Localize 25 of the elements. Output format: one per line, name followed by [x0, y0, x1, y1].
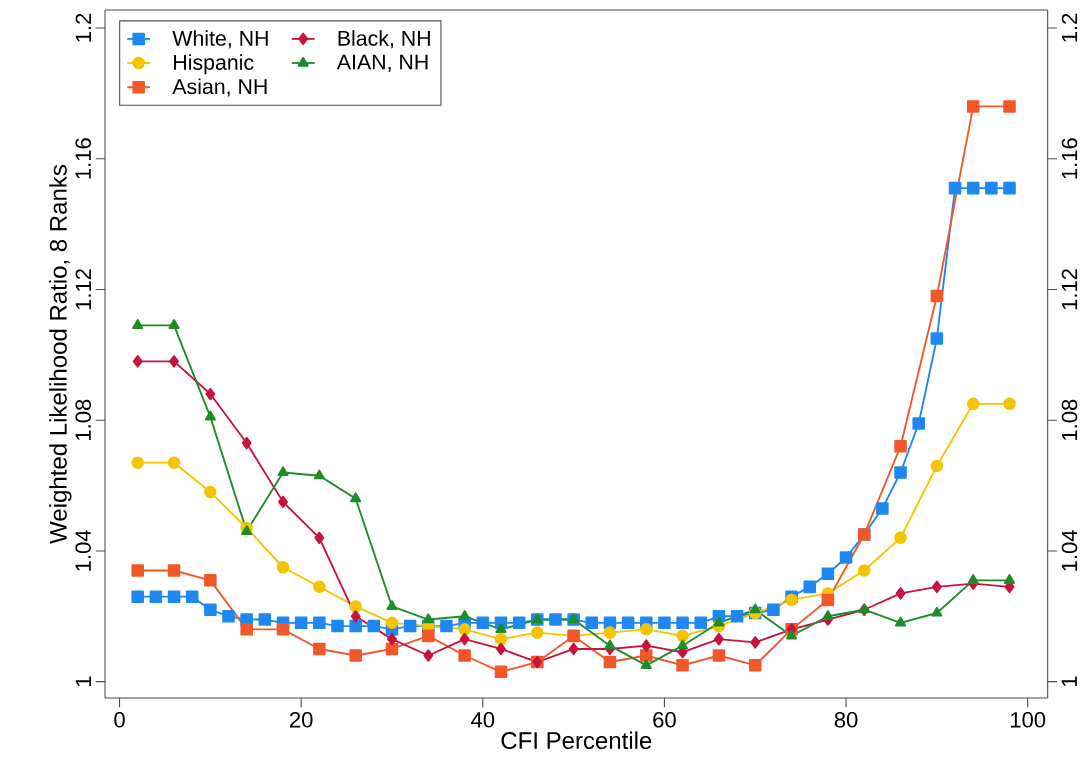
x-axis-title: CFI Percentile — [501, 731, 652, 750]
y-tick-label: 1.08 — [75, 399, 91, 440]
y-tick-label: 1.2 — [75, 13, 91, 42]
legend-label: Hispanic — [174, 54, 254, 75]
x-tick-label: 100 — [1011, 712, 1046, 728]
y-axis-title: Weighted Likelihood Ratio, 8 Ranks — [49, 165, 72, 544]
x-tick-label: 60 — [653, 712, 676, 728]
y2-tick-label: 1.2 — [1061, 13, 1078, 42]
y2-tick-label: 1.04 — [1061, 530, 1078, 571]
x-tick-label: 20 — [290, 712, 313, 728]
x-tick-label: 0 — [114, 712, 125, 728]
y2-tick-label: 1.08 — [1061, 399, 1078, 440]
legend-label: AIAN, NH — [336, 54, 428, 73]
y2-tick-label: 1.12 — [1061, 269, 1078, 310]
legend-label: White, NH — [172, 30, 268, 49]
x-tick-label: 40 — [471, 712, 495, 728]
y-tick-label: 1.16 — [75, 138, 91, 179]
y-tick-label: 1.12 — [75, 269, 91, 310]
y-tick-label: 1.04 — [75, 530, 91, 571]
legend-label: Black, NH — [338, 30, 430, 49]
y2-tick-label: 1.16 — [1061, 138, 1078, 179]
legend-label: Asian, NH — [172, 78, 267, 97]
y-tick-label: 1 — [75, 676, 91, 687]
x-tick-label: 80 — [834, 712, 858, 728]
y2-tick-label: 1 — [1061, 676, 1077, 687]
